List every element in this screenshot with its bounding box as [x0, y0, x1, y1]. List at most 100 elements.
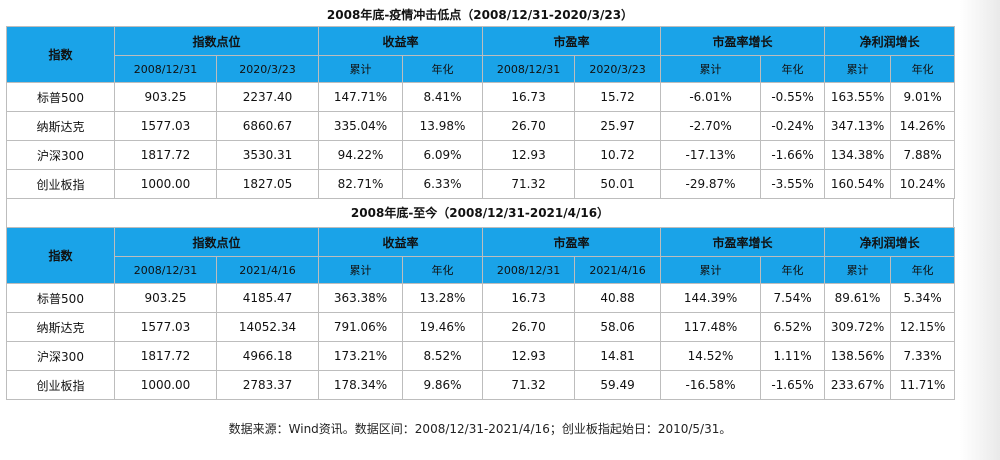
value-cell: 14052.34	[215, 312, 320, 342]
value-cell: 16.73	[482, 283, 576, 313]
value-cell: 363.38%	[318, 283, 404, 313]
table-row: 纳斯达克 1577.03 14052.34 791.06% 19.46% 26.70 58.…	[6, 312, 956, 342]
value-cell: 10.24%	[890, 169, 956, 199]
section1-sub-header: 2008/12/31	[114, 55, 217, 83]
value-cell: 50.01	[574, 169, 662, 199]
section2-sub-header: 2008/12/31	[114, 256, 217, 284]
value-cell: 117.48%	[660, 312, 762, 342]
section1-sub-header: 年化	[760, 55, 826, 83]
value-cell: 6.33%	[402, 169, 484, 199]
section2-group-header-row: 指数 指数点位 收益率 市盈率 市盈率增长 净利润增长	[6, 227, 956, 284]
index-name-cell: 创业板指	[6, 370, 115, 400]
value-cell: 8.52%	[402, 341, 484, 371]
data-source-footnote: 数据来源：Wind资讯。数据区间：2008/12/31-2021/4/16；创业…	[228, 422, 732, 436]
section2-table: 指数 指数点位 收益率 市盈率 市盈率增长 净利润增长 2008/12/31 2…	[6, 227, 956, 400]
section1-sub-header: 年化	[890, 55, 956, 83]
value-cell: 11.71%	[890, 370, 956, 400]
value-cell: 9.01%	[890, 82, 956, 112]
value-cell: 5.34%	[890, 283, 956, 313]
value-cell: 12.93	[482, 140, 576, 170]
value-cell: 13.98%	[402, 111, 484, 141]
section2-sub-header: 累计	[318, 256, 404, 284]
value-cell: -3.55%	[760, 169, 826, 199]
value-cell: 8.41%	[402, 82, 484, 112]
value-cell: 58.06	[574, 312, 662, 342]
section1-group-header: 市盈率	[482, 26, 662, 56]
value-cell: 25.97	[574, 111, 662, 141]
value-cell: 791.06%	[318, 312, 404, 342]
document-sheet: 2008年底-疫情冲击低点（2008/12/31-2020/3/23） 指数 指…	[6, 4, 956, 400]
value-cell: 12.93	[482, 341, 576, 371]
value-cell: 13.28%	[402, 283, 484, 313]
table-row: 创业板指 1000.00 2783.37 178.34% 9.86% 71.32 59.49…	[6, 370, 956, 400]
value-cell: 309.72%	[824, 312, 892, 342]
section2-sub-header: 年化	[890, 256, 956, 284]
section1-sub-header: 2020/3/23	[574, 55, 662, 83]
value-cell: 1.11%	[760, 341, 826, 371]
value-cell: 903.25	[114, 82, 217, 112]
section1-body: 标普500 903.25 2237.40 147.71% 8.41% 16.73 15.72…	[6, 82, 956, 199]
section2-sub-header: 2021/4/16	[215, 256, 320, 284]
index-name-cell: 标普500	[6, 82, 115, 112]
index-name-cell: 创业板指	[6, 169, 115, 199]
value-cell: 178.34%	[318, 370, 404, 400]
value-cell: 173.21%	[318, 341, 404, 371]
value-cell: 9.86%	[402, 370, 484, 400]
table-row: 沪深300 1817.72 3530.31 94.22% 6.09% 12.93 10.72…	[6, 140, 956, 170]
value-cell: 26.70	[482, 312, 576, 342]
index-name-cell: 沪深300	[6, 341, 115, 371]
value-cell: -1.66%	[760, 140, 826, 170]
value-cell: 4966.18	[215, 341, 320, 371]
value-cell: 6.09%	[402, 140, 484, 170]
value-cell: 89.61%	[824, 283, 892, 313]
value-cell: 82.71%	[318, 169, 404, 199]
value-cell: -17.13%	[660, 140, 762, 170]
section2-sub-header: 累计	[824, 256, 892, 284]
section2-sub-header: 年化	[402, 256, 484, 284]
value-cell: 1577.03	[114, 111, 217, 141]
section2-body: 标普500 903.25 4185.47 363.38% 13.28% 16.73 40.8…	[6, 283, 956, 400]
section2-sub-header: 年化	[760, 256, 826, 284]
section1-sub-header: 累计	[660, 55, 762, 83]
value-cell: 71.32	[482, 370, 576, 400]
table-row: 纳斯达克 1577.03 6860.67 335.04% 13.98% 26.70 25.9…	[6, 111, 956, 141]
value-cell: 1577.03	[114, 312, 217, 342]
value-cell: -29.87%	[660, 169, 762, 199]
value-cell: -1.65%	[760, 370, 826, 400]
table-row: 标普500 903.25 4185.47 363.38% 13.28% 16.73 40.8…	[6, 283, 956, 313]
value-cell: 71.32	[482, 169, 576, 199]
section2-group-header: 指数点位	[113, 227, 320, 257]
section2-group-header: 收益率	[318, 227, 484, 257]
index-name-cell: 沪深300	[6, 140, 115, 170]
value-cell: 160.54%	[824, 169, 892, 199]
value-cell: 144.39%	[660, 283, 762, 313]
section2-title: 2008年底-至今（2008/12/31-2021/4/16）	[350, 206, 610, 220]
value-cell: 4185.47	[215, 283, 320, 313]
value-cell: 147.71%	[318, 82, 404, 112]
value-cell: 10.72	[574, 140, 662, 170]
value-cell: 138.56%	[824, 341, 892, 371]
section1-sub-header: 年化	[402, 55, 484, 83]
section1-group-header: 收益率	[318, 26, 484, 56]
value-cell: 1827.05	[215, 169, 320, 199]
section1-title: 2008年底-疫情冲击低点（2008/12/31-2020/3/23）	[326, 8, 634, 22]
value-cell: 1817.72	[114, 140, 217, 170]
value-cell: 12.15%	[890, 312, 956, 342]
table-row: 标普500 903.25 2237.40 147.71% 8.41% 16.73 15.72…	[6, 82, 956, 112]
value-cell: 1000.00	[114, 370, 217, 400]
section1-group-header-row: 指数 指数点位 收益率 市盈率 市盈率增长 净利润增长	[6, 26, 956, 83]
value-cell: 2237.40	[215, 82, 320, 112]
value-cell: 94.22%	[318, 140, 404, 170]
value-cell: 7.88%	[890, 140, 956, 170]
section1-group-header: 市盈率增长	[660, 26, 826, 56]
value-cell: 16.73	[482, 82, 576, 112]
section1-group-header: 指数点位	[113, 26, 320, 56]
value-cell: 26.70	[482, 111, 576, 141]
value-cell: 59.49	[574, 370, 662, 400]
value-cell: -6.01%	[660, 82, 762, 112]
value-cell: 2783.37	[215, 370, 320, 400]
value-cell: -0.55%	[760, 82, 826, 112]
index-name-cell: 纳斯达克	[6, 312, 115, 342]
value-cell: 7.33%	[890, 341, 956, 371]
value-cell: 903.25	[114, 283, 217, 313]
